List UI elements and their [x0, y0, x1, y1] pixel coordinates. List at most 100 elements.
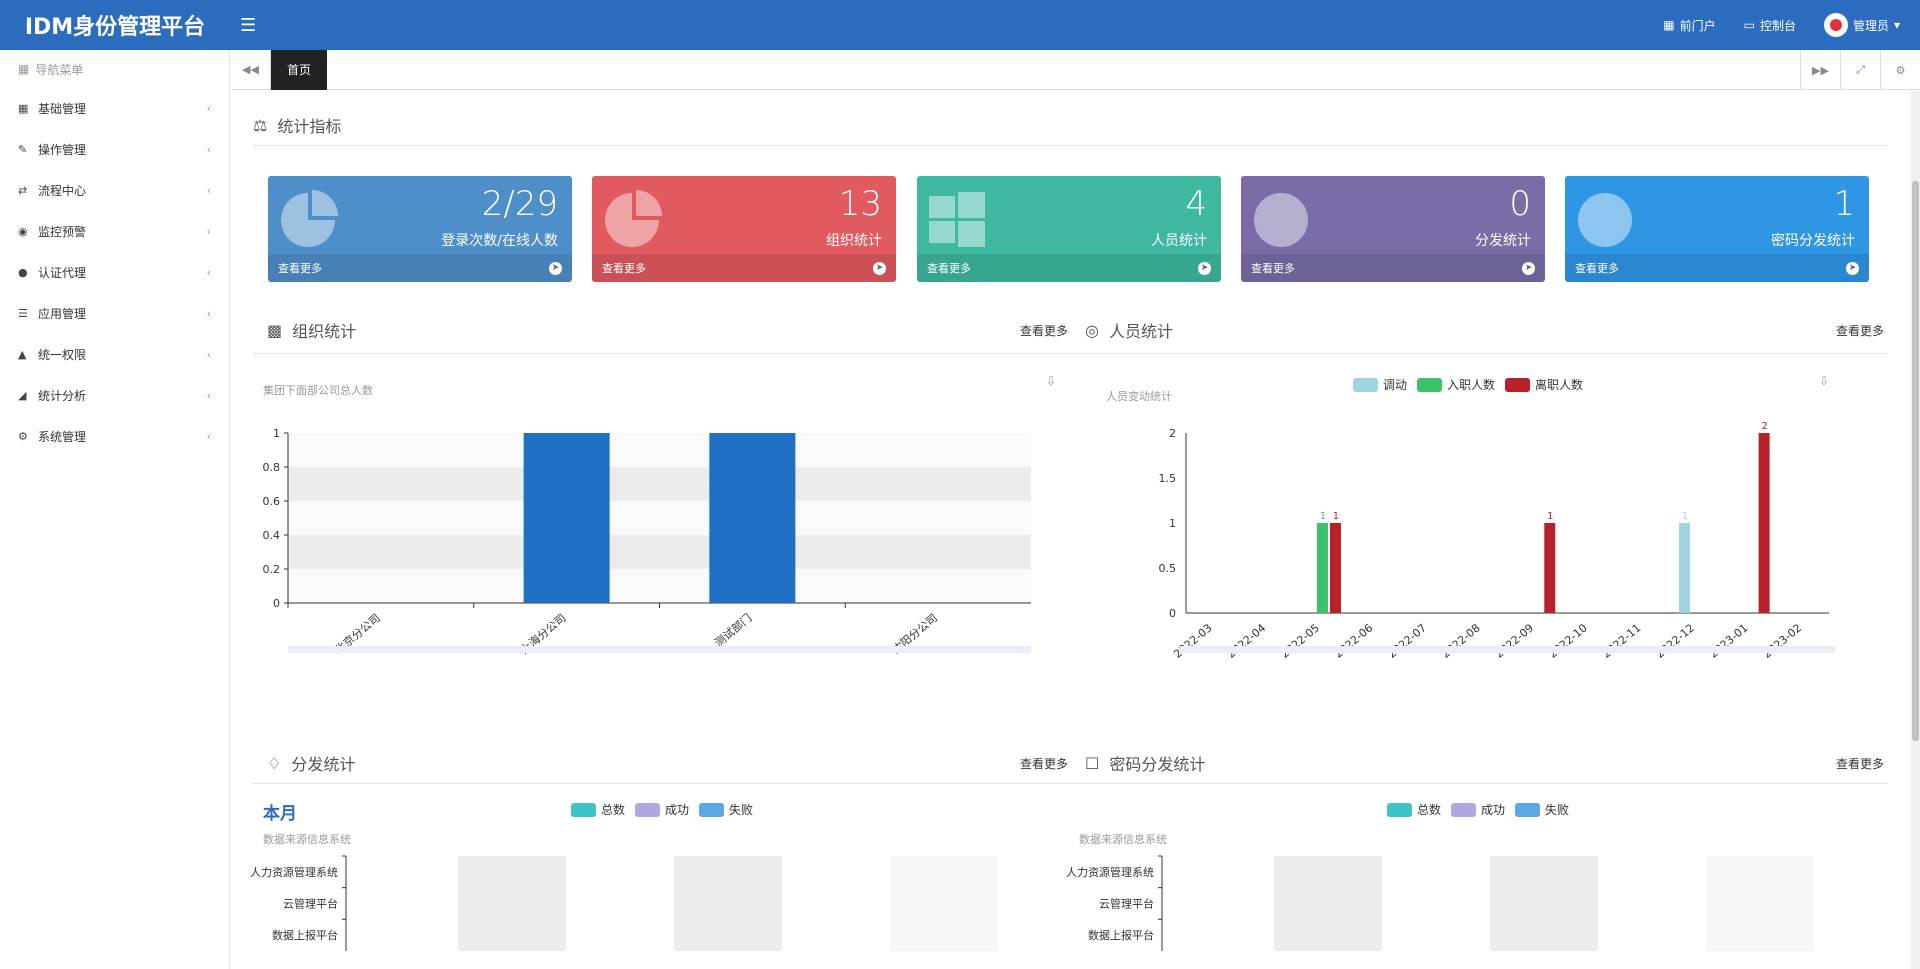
legend-item[interactable]: 调动 — [1353, 376, 1407, 393]
org-chart-caption: 集团下面部公司总人数 — [263, 384, 373, 397]
org-section-title: ▩ 组织统计 — [267, 318, 356, 342]
legend-item[interactable]: 离职人数 — [1505, 376, 1583, 393]
user-menu[interactable]: 管理员 ▾ — [1823, 13, 1900, 37]
dist-chart-caption: 数据来源信息系统 — [263, 833, 351, 846]
bar — [523, 433, 610, 603]
dist-more-link[interactable]: 查看更多 — [1020, 757, 1069, 771]
legend-item[interactable]: 成功 — [1451, 801, 1505, 818]
card-more-link[interactable]: 查看更多 ➤ — [268, 254, 572, 282]
unlock-icon: ☐ — [1085, 753, 1100, 773]
console-link[interactable]: ▭ 控制台 — [1744, 17, 1796, 34]
divider — [253, 783, 1888, 784]
x-tick-label: 2022-06 — [1332, 621, 1376, 661]
settings-icon[interactable]: ⚙ — [1880, 50, 1920, 90]
download-icon[interactable]: ⇩ — [1046, 374, 1057, 388]
dist-title-label: 分发统计 — [291, 755, 356, 774]
pwd-more-link[interactable]: 查看更多 — [1836, 757, 1885, 771]
vertical-scrollbar[interactable] — [1911, 91, 1920, 969]
x-tick-label: 2022-10 — [1546, 621, 1590, 661]
stat-label: 分发统计 — [1475, 233, 1531, 249]
tab-home[interactable]: 首页 — [271, 49, 328, 90]
card-more-link[interactable]: 查看更多 ➤ — [917, 254, 1221, 282]
sidebar-item-label: 流程中心 — [38, 184, 87, 198]
pie-chart-icon — [605, 190, 662, 247]
data-label: 1 — [1547, 511, 1553, 522]
user-name: 管理员 — [1852, 18, 1889, 33]
card-more-link[interactable]: 查看更多 ➤ — [592, 254, 896, 282]
x-tick-label: 2022-05 — [1278, 621, 1322, 661]
menu-toggle-icon[interactable]: ☰ — [240, 14, 257, 36]
sidebar-item-system[interactable]: ⚙ 系统管理 ‹ — [0, 416, 229, 457]
grid-band — [1274, 856, 1382, 951]
x-tick-label: 2022-04 — [1225, 621, 1269, 661]
sidebar-item-apps[interactable]: ☰ 应用管理 ‹ — [0, 293, 229, 334]
card-more-link[interactable]: 查看更多 ➤ — [1565, 254, 1869, 282]
sitemap-icon: ▲ — [18, 348, 27, 361]
legend-item[interactable]: 入职人数 — [1417, 376, 1495, 393]
bell-icon: ♢ — [267, 753, 282, 773]
x-tick-label: 2022-07 — [1385, 621, 1429, 661]
fullscreen-icon[interactable]: ⤢ — [1840, 50, 1880, 90]
legend-label: 总数 — [601, 803, 626, 817]
stat-value: 4 — [1185, 184, 1207, 224]
sidebar-item-basic[interactable]: ▦ 基础管理 ‹ — [0, 88, 229, 129]
grid-band — [288, 467, 1031, 501]
globe-icon — [1578, 193, 1632, 247]
grid-band — [1706, 856, 1814, 951]
sidebar-item-workflow[interactable]: ⇄ 流程中心 ‹ — [0, 170, 229, 211]
grid-icon: ▦ — [18, 62, 30, 76]
y-tick-label: 人力资源管理系统 — [250, 865, 338, 879]
legend-item[interactable]: 成功 — [635, 801, 689, 818]
portal-link[interactable]: ▦ 前门户 — [1663, 17, 1715, 34]
data-label: 1 — [1682, 511, 1688, 522]
tabs-bar: ◀◀ 首页 ▶▶ ⤢ ⚙ — [231, 49, 1920, 90]
stat-label: 密码分发统计 — [1771, 233, 1855, 249]
tab-scroll-left-icon[interactable]: ◀◀ — [231, 49, 271, 90]
legend-label: 入职人数 — [1447, 378, 1496, 392]
sidebar-item-operation[interactable]: ✎ 操作管理 ‹ — [0, 129, 229, 170]
person-chart-caption: 人员变动统计 — [1106, 390, 1172, 403]
person-section-title: ◎ 人员统计 — [1085, 318, 1173, 342]
sidebar-item-auth-proxy[interactable]: ● 认证代理 ‹ — [0, 252, 229, 293]
sidebar: ▦ 导航菜单 ▦ 基础管理 ‹ ✎ 操作管理 ‹ ⇄ 流程中心 ‹ ◉ 监控预警 ‹ ● 认证代理… — [0, 50, 230, 969]
app-title[interactable]: IDM身份管理平台 — [24, 15, 206, 40]
org-more-link[interactable]: 查看更多 — [1020, 324, 1069, 338]
month-label: 本月 — [263, 804, 297, 824]
pwd-section-title: ☐ 密码分发统计 — [1085, 751, 1205, 775]
legend-label: 调动 — [1383, 378, 1408, 392]
caret-down-icon: ▾ — [1893, 18, 1900, 32]
legend-item[interactable]: 总数 — [1387, 801, 1441, 818]
person-more-link[interactable]: 查看更多 — [1836, 324, 1885, 338]
divider — [253, 353, 1888, 354]
sidebar-header: ▦ 导航菜单 — [0, 50, 229, 88]
card-more-label: 查看更多 — [602, 262, 646, 275]
legend-item[interactable]: 总数 — [571, 801, 625, 818]
chevron-left-icon: ‹ — [206, 348, 211, 361]
sidebar-item-monitor[interactable]: ◉ 监控预警 ‹ — [0, 211, 229, 252]
sidebar-item-analytics[interactable]: ◢ 统计分析 ‹ — [0, 375, 229, 416]
pwd-title-label: 密码分发统计 — [1109, 755, 1206, 774]
sidebar-item-permission[interactable]: ▲ 统一权限 ‹ — [0, 334, 229, 375]
y-tick-label: 0.2 — [263, 563, 281, 576]
x-tick-label: 测试部门 — [712, 611, 755, 650]
download-icon[interactable]: ⇩ — [1819, 374, 1830, 388]
top-navbar: IDM身份管理平台 ☰ ▦ 前门户 ▭ 控制台 管理员 ▾ — [0, 0, 1920, 50]
x-tick-label: 2022-09 — [1493, 621, 1537, 661]
y-tick-label: 0.8 — [263, 461, 281, 474]
edit-icon: ✎ — [18, 143, 28, 156]
tab-scroll-right-icon[interactable]: ▶▶ — [1800, 50, 1840, 90]
globe-icon — [1254, 193, 1308, 247]
legend-label: 离职人数 — [1535, 378, 1584, 392]
grid-band — [288, 501, 1031, 535]
bar — [1544, 523, 1556, 613]
card-more-link[interactable]: 查看更多 ➤ — [1241, 254, 1545, 282]
scrollbar-thumb[interactable] — [1912, 181, 1919, 741]
legend-item[interactable]: 失败 — [699, 801, 753, 818]
card-more-label: 查看更多 — [1575, 262, 1619, 275]
grid-band — [1490, 856, 1598, 951]
legend-item[interactable]: 失败 — [1515, 801, 1569, 818]
x-tick-label: 2023-02 — [1761, 621, 1805, 661]
